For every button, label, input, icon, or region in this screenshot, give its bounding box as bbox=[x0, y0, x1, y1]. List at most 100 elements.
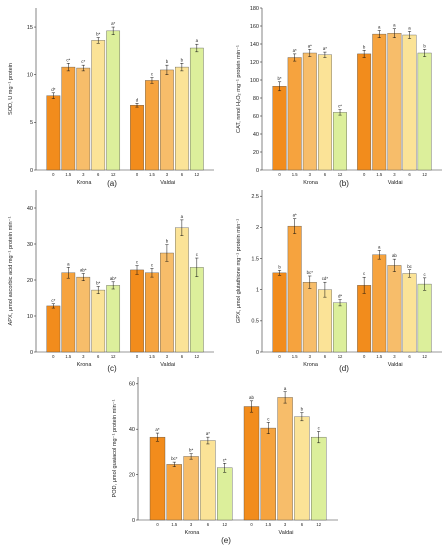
bar bbox=[402, 273, 417, 353]
bar bbox=[287, 57, 302, 171]
bar bbox=[333, 302, 347, 353]
category-label: 12 bbox=[422, 172, 427, 177]
significance-letter: b bbox=[301, 407, 304, 412]
error-bar bbox=[66, 63, 70, 72]
category-label: 0 bbox=[250, 522, 253, 527]
y-tick-label: 20 bbox=[129, 472, 135, 478]
bar bbox=[183, 456, 199, 521]
category-label: 0 bbox=[52, 172, 55, 177]
error-bar bbox=[293, 53, 297, 62]
bar bbox=[76, 276, 91, 353]
category-label: 0 bbox=[136, 354, 139, 359]
error-bar bbox=[180, 63, 184, 72]
bar bbox=[294, 416, 310, 521]
bar bbox=[417, 52, 432, 171]
bar bbox=[357, 53, 372, 171]
significance-letter: a bbox=[378, 244, 381, 249]
category-label: 3 bbox=[393, 172, 396, 177]
y-tick-label: 160 bbox=[250, 24, 259, 30]
panel-label: (e) bbox=[221, 536, 231, 545]
group-label: Krona bbox=[303, 362, 319, 368]
category-label: 1.5 bbox=[149, 354, 155, 359]
category-label: 0 bbox=[136, 172, 139, 177]
error-bar bbox=[51, 92, 55, 99]
y-tick-label: 1 bbox=[256, 287, 259, 293]
bar bbox=[387, 265, 402, 353]
bar bbox=[145, 80, 159, 171]
error-bar bbox=[423, 277, 427, 291]
category-label: 3 bbox=[190, 522, 193, 527]
category-label: 6 bbox=[97, 354, 100, 359]
category-label: 1.5 bbox=[149, 172, 155, 177]
y-tick-label: 20 bbox=[27, 278, 33, 284]
y-tick-label: 0 bbox=[256, 350, 259, 356]
significance-letter: bc* bbox=[307, 270, 314, 275]
category-label: 6 bbox=[97, 172, 100, 177]
y-tick-label: 60 bbox=[253, 114, 259, 120]
error-bar bbox=[362, 50, 366, 58]
bar bbox=[200, 440, 216, 521]
category-label: 12 bbox=[194, 354, 199, 359]
category-label: 1.5 bbox=[265, 522, 271, 527]
error-bar bbox=[195, 257, 199, 278]
panel-label: (b) bbox=[339, 179, 349, 188]
significance-letter: c bbox=[363, 271, 366, 276]
error-bar bbox=[96, 286, 100, 294]
significance-letter: d* bbox=[51, 87, 55, 92]
error-bar bbox=[392, 258, 396, 272]
y-tick-label: 180 bbox=[250, 6, 259, 12]
significance-letter: c bbox=[424, 272, 427, 277]
significance-letter: bc bbox=[407, 264, 412, 269]
category-label: 3 bbox=[309, 172, 312, 177]
bar bbox=[145, 272, 159, 353]
category-label: 1.5 bbox=[171, 522, 177, 527]
y-tick-label: 0 bbox=[30, 168, 33, 174]
y-tick-label: 40 bbox=[253, 132, 259, 138]
significance-letter: ab* bbox=[110, 276, 117, 281]
group-label: Krona bbox=[185, 530, 201, 536]
significance-letter: a* bbox=[293, 213, 297, 218]
group-label: Valdai bbox=[388, 362, 403, 368]
bar bbox=[76, 67, 91, 171]
y-tick-label: 2.5 bbox=[251, 194, 259, 200]
category-label: 1.5 bbox=[65, 354, 71, 359]
category-label: 12 bbox=[222, 522, 227, 527]
bar bbox=[106, 30, 121, 171]
category-label: 6 bbox=[301, 522, 304, 527]
bar bbox=[317, 54, 332, 171]
error-bar bbox=[423, 49, 427, 57]
bar bbox=[61, 272, 76, 353]
bar bbox=[317, 289, 332, 353]
error-bar bbox=[377, 30, 381, 38]
error-bar bbox=[81, 273, 85, 281]
significance-letter: c bbox=[151, 262, 154, 267]
panel-label: (a) bbox=[107, 179, 117, 188]
category-label: 1.5 bbox=[376, 354, 382, 359]
error-bar bbox=[111, 26, 115, 35]
y-tick-label: 10 bbox=[27, 73, 33, 79]
category-label: 1.5 bbox=[292, 172, 298, 177]
category-label: 1.5 bbox=[376, 172, 382, 177]
error-bar bbox=[189, 453, 193, 460]
significance-letter: c bbox=[151, 72, 154, 77]
category-label: 0 bbox=[52, 354, 55, 359]
bar bbox=[166, 464, 182, 521]
significance-letter: b bbox=[423, 43, 426, 48]
error-bar bbox=[135, 103, 139, 108]
category-label: 12 bbox=[111, 354, 116, 359]
bar bbox=[189, 47, 204, 171]
error-bar bbox=[283, 391, 287, 404]
bar bbox=[175, 66, 189, 171]
significance-letter: a bbox=[408, 25, 411, 30]
bar bbox=[91, 289, 106, 353]
category-label: 6 bbox=[408, 354, 411, 359]
category-label: 0 bbox=[278, 354, 281, 359]
y-tick-label: 10 bbox=[27, 314, 33, 320]
significance-letter: d* bbox=[338, 294, 342, 299]
significance-letter: ab* bbox=[80, 268, 87, 273]
error-bar bbox=[172, 461, 176, 467]
y-tick-label: 0 bbox=[132, 518, 135, 524]
significance-letter: c* bbox=[223, 457, 227, 462]
bar bbox=[46, 95, 61, 171]
category-label: 6 bbox=[324, 354, 327, 359]
